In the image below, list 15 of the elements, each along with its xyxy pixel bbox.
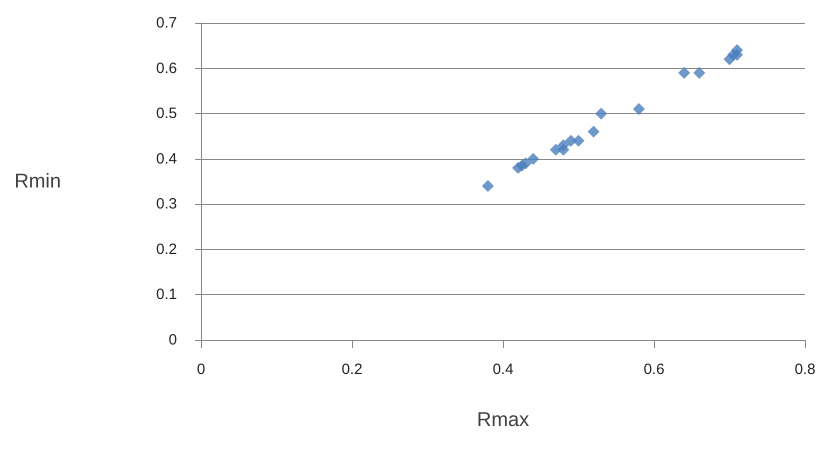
y-tick-label: 0.3 [156,196,177,213]
y-tick-label: 0 [168,332,177,348]
x-tick-label: 0.2 [342,361,362,378]
y-tick-label: 0.6 [156,60,177,77]
y-tick-label: 0.5 [156,105,177,122]
y-tick-label: 0.2 [156,240,177,258]
x-tick-label: 0.8 [794,361,816,378]
x-tick-label: 0.4 [492,361,514,378]
y-tick-label: 0.4 [156,150,177,168]
y-axis-title: Rmin [14,170,61,192]
y-tick-label: 0.7 [156,14,177,32]
x-tick-label: 0 [196,361,206,378]
x-tick-label: 0.6 [644,361,664,378]
x-axis-title: Rmax [476,409,530,431]
y-tick-label: 0.1 [156,286,177,304]
